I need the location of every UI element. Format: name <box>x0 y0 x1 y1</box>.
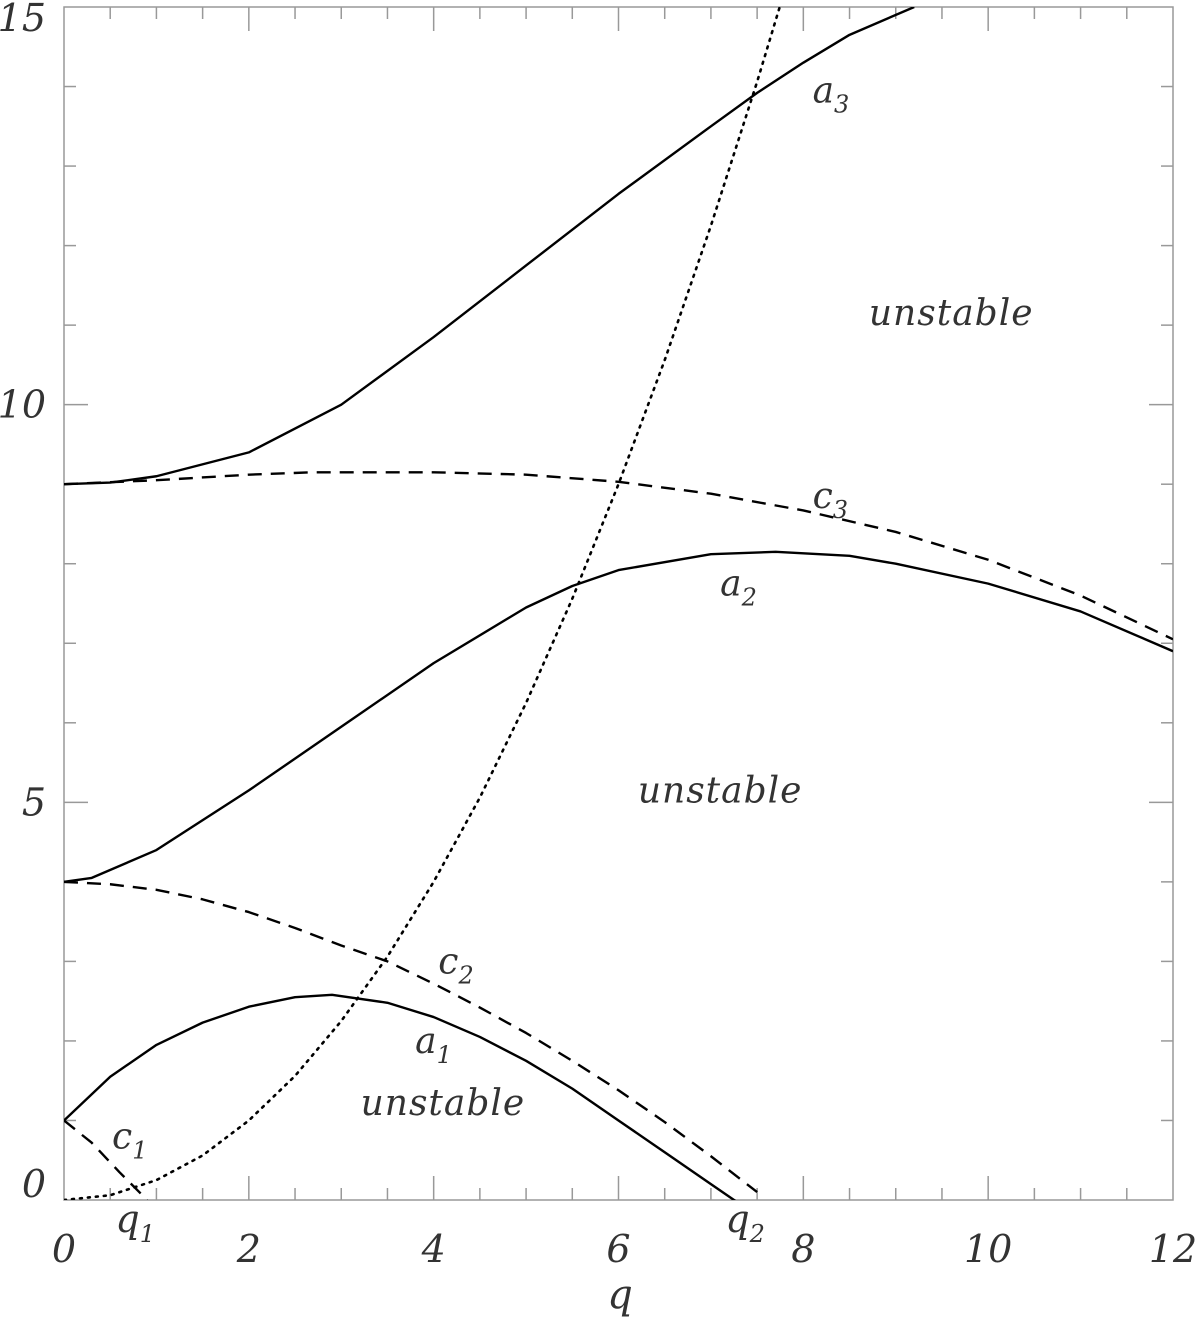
x-tick-label: 2 <box>236 1227 261 1271</box>
curve-label-c2: c2 <box>438 941 473 989</box>
x-tick-label: 0 <box>52 1227 76 1271</box>
y-tick-label: 0 <box>22 1162 46 1206</box>
plot-frame <box>63 6 1174 1201</box>
curve-label-c3: c3 <box>813 476 848 524</box>
y-tick-label: 15 <box>0 0 46 40</box>
x-tick-label: 12 <box>1149 1227 1197 1271</box>
y-tick-label: 5 <box>22 780 46 824</box>
series-c3-line <box>64 471 1173 641</box>
curve-label-a3: a3 <box>813 70 850 118</box>
series-layer <box>64 7 1173 1200</box>
x-special-tick-label: q1 <box>115 1197 155 1248</box>
x-tick-label: 10 <box>964 1227 1012 1271</box>
curve-label-c1: c1 <box>112 1116 147 1164</box>
region-label-unstable: unstable <box>361 1083 526 1124</box>
x-tick-label: 4 <box>421 1227 446 1271</box>
series-c2-line <box>64 880 758 1193</box>
series-a1-line <box>64 993 737 1200</box>
curve-label-a2: a2 <box>720 564 757 612</box>
axis-ticks: 0 2 4 6 8 10 12 q1 q2 0 5 10 15 <box>0 0 1197 1271</box>
series-a3-line <box>64 7 915 486</box>
region-label-unstable: unstable <box>869 293 1034 334</box>
curve-label-a1: a1 <box>415 1021 452 1069</box>
series-c1-line <box>64 1119 149 1200</box>
x-tick-label: 6 <box>606 1227 630 1271</box>
x-tick-label: 8 <box>791 1227 815 1271</box>
x-special-tick-label: q2 <box>725 1197 765 1248</box>
series-a2-line <box>64 550 1173 884</box>
y-tick-label: 10 <box>0 383 46 427</box>
labels-layer: a3 c3 a2 c2 a1 c1 unstable unstable unstable <box>112 70 1034 1164</box>
x-axis-label: q <box>607 1272 633 1318</box>
series-parabola-line <box>64 7 782 1200</box>
region-label-unstable: unstable <box>638 770 803 811</box>
